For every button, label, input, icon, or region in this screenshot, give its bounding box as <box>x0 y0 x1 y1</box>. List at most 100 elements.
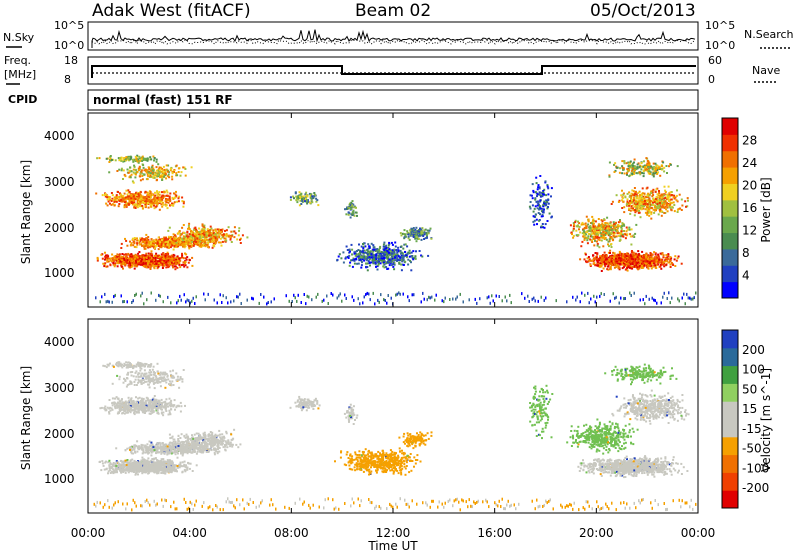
data-cell <box>604 228 607 231</box>
data-cell <box>229 238 232 241</box>
data-cell <box>654 209 656 212</box>
data-cell <box>161 264 164 267</box>
data-cell <box>223 237 226 240</box>
data-cell <box>123 197 125 200</box>
data-cell <box>141 258 143 261</box>
data-cell <box>152 244 155 247</box>
data-cell <box>188 243 191 246</box>
data-cell <box>188 226 190 229</box>
data-cell <box>132 195 135 197</box>
data-cell <box>142 256 145 259</box>
data-cell <box>105 157 108 160</box>
data-cell <box>356 262 359 265</box>
data-cell <box>144 203 147 206</box>
data-cell <box>109 263 112 266</box>
data-cell <box>295 199 298 202</box>
data-cell <box>651 207 654 210</box>
data-cell <box>183 265 186 268</box>
data-cell <box>659 210 661 213</box>
data-cell <box>407 258 410 261</box>
data-cell <box>208 238 211 241</box>
data-cell <box>659 264 662 266</box>
data-cell <box>583 230 586 233</box>
data-cell <box>608 238 611 241</box>
data-cell <box>652 194 655 196</box>
data-cell <box>165 239 168 242</box>
data-cell <box>409 229 412 232</box>
data-cell <box>399 259 401 262</box>
data-cell <box>162 165 165 168</box>
data-cell <box>634 211 637 214</box>
data-cell <box>407 233 410 236</box>
data-cell <box>216 231 219 234</box>
data-cell <box>95 192 98 195</box>
data-cell <box>612 262 615 264</box>
data-cell <box>139 243 142 246</box>
data-cell <box>400 263 403 266</box>
data-cell <box>601 229 604 232</box>
data-cell <box>609 237 612 240</box>
data-cell <box>625 262 628 265</box>
data-cell <box>118 157 121 160</box>
data-cell <box>191 243 194 246</box>
data-cell <box>118 199 121 201</box>
data-cell <box>579 231 582 234</box>
data-cell <box>130 201 133 204</box>
data-cell <box>593 259 596 262</box>
data-cell <box>653 256 656 259</box>
data-cell <box>167 201 170 204</box>
data-cell <box>165 164 168 167</box>
data-cell <box>632 200 635 203</box>
data-cell <box>410 269 413 272</box>
data-cell <box>591 239 593 242</box>
data-cell <box>138 198 141 201</box>
data-cell <box>197 231 200 233</box>
data-cell <box>581 223 584 226</box>
data-cell <box>426 229 429 232</box>
data-cell <box>120 167 123 170</box>
data-cell <box>619 225 621 228</box>
data-cell <box>144 190 147 193</box>
noise-panel-frame <box>87 21 699 51</box>
data-cell <box>597 223 600 226</box>
data-cell <box>140 169 143 172</box>
data-cell <box>577 234 580 237</box>
data-cell <box>346 206 349 209</box>
data-cell <box>615 260 618 263</box>
data-cell <box>210 227 213 230</box>
data-cell <box>637 192 640 194</box>
data-cell <box>638 211 641 214</box>
data-cell <box>609 255 612 258</box>
data-cell <box>134 198 137 201</box>
data-cell <box>151 260 154 263</box>
data-cell <box>583 236 586 239</box>
data-cell <box>146 254 149 257</box>
data-cell <box>349 261 352 264</box>
data-cell <box>310 193 313 196</box>
data-cell <box>151 253 154 256</box>
data-cell <box>354 250 357 253</box>
data-cell <box>612 234 615 237</box>
data-cell <box>211 246 214 249</box>
data-cell <box>595 234 598 237</box>
data-cell <box>590 259 593 262</box>
data-cell <box>589 228 592 231</box>
data-cell <box>680 262 683 265</box>
data-cell <box>583 239 586 241</box>
data-cell <box>639 204 642 207</box>
data-cell <box>213 245 216 248</box>
data-cell <box>133 199 136 202</box>
data-cell <box>366 253 369 256</box>
data-cell <box>292 195 295 198</box>
data-cell <box>141 175 144 177</box>
data-cell <box>596 253 599 256</box>
data-cell <box>224 233 227 236</box>
data-cell <box>169 258 172 261</box>
data-cell <box>167 266 170 269</box>
data-cell <box>205 236 208 239</box>
data-cell <box>176 200 179 203</box>
data-cell <box>161 205 164 208</box>
data-cell <box>603 262 606 265</box>
data-cell <box>109 202 111 205</box>
data-cell <box>412 236 415 238</box>
